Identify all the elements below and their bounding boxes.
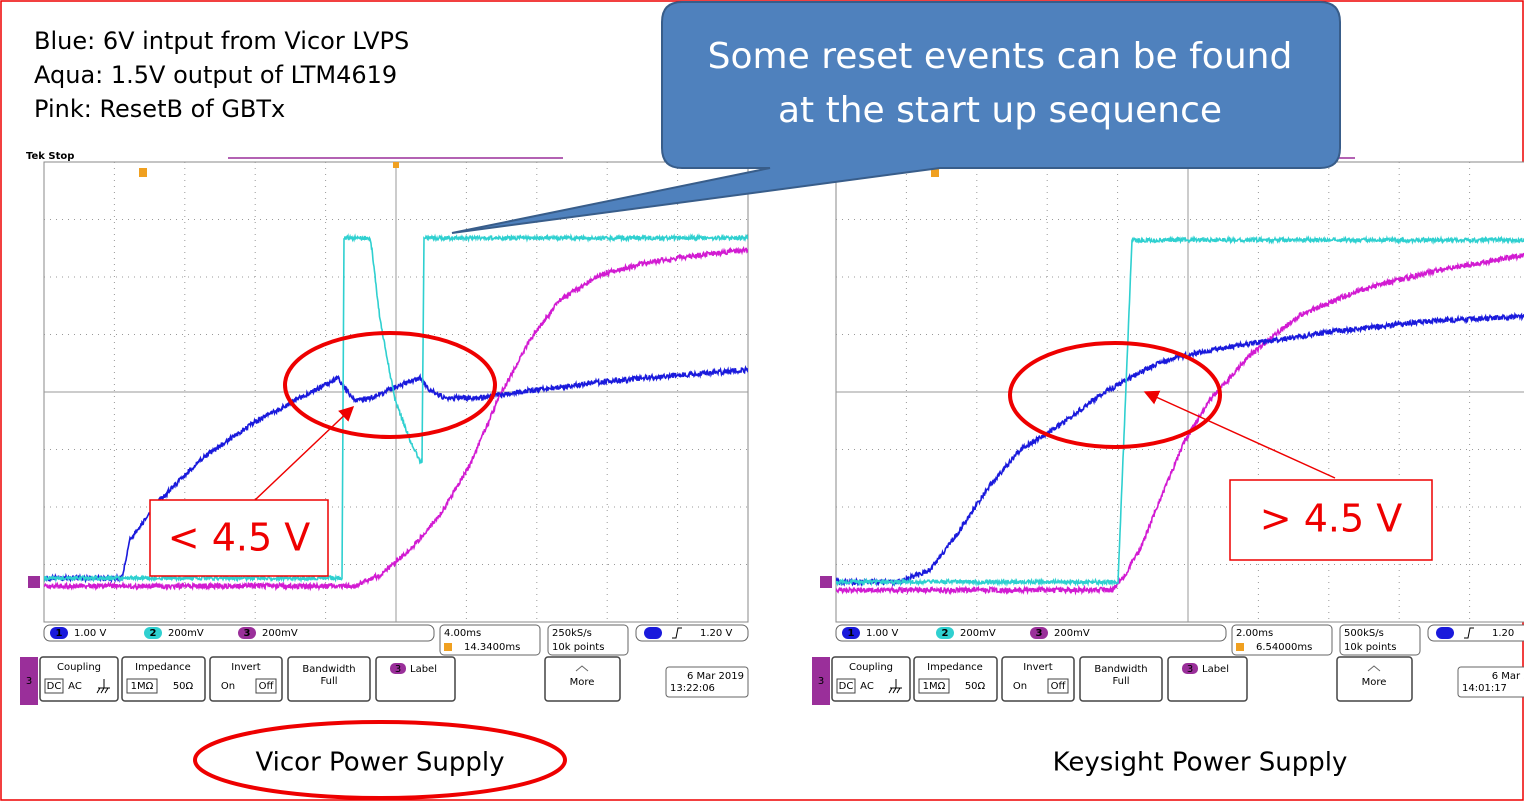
channel-number: 3 — [395, 664, 401, 675]
channel-badge — [644, 627, 662, 639]
channel-scale: 200mV — [1054, 628, 1090, 639]
record-length: 10k points — [552, 642, 604, 653]
menu-title: Invert — [231, 662, 260, 673]
menu-tab-number: 3 — [818, 676, 824, 687]
channel-number: 2 — [150, 628, 157, 639]
channel-number: 1 — [56, 628, 63, 639]
menu-title: Impedance — [135, 662, 191, 673]
channel-scale: 200mV — [262, 628, 298, 639]
delay-icon — [444, 643, 452, 651]
trigger-level: 1.20 V — [700, 628, 732, 639]
menu-option: AC — [68, 681, 82, 692]
menu-title: Bandwidth — [1094, 664, 1147, 675]
menu-option: Full — [320, 676, 337, 687]
menu-title: Label — [410, 664, 437, 675]
status: Tek Stop — [26, 151, 74, 162]
menu-option: DC — [839, 681, 854, 692]
delay-icon — [1236, 643, 1244, 651]
oscilloscope: Tek Stop 1 1.00 V 2 200mV 3 200mV 4.00ms 14.3400… — [20, 151, 748, 705]
menu-option: AC — [860, 681, 874, 692]
channel-number: 3 — [1036, 628, 1043, 639]
channel-scale: 1.00 V — [866, 628, 898, 639]
channel-scale: 1.00 V — [74, 628, 106, 639]
date: 6 Mar 20 — [1492, 671, 1524, 682]
menu-title: More — [570, 677, 595, 688]
delay: 14.3400ms — [464, 642, 520, 653]
channel-number: 3 — [1187, 664, 1193, 675]
menu-tab-number: 3 — [26, 676, 32, 687]
callout-text: Some reset events can be found — [708, 36, 1293, 77]
caption: Keysight Power Supply — [1053, 748, 1348, 778]
menu-title: More — [1362, 677, 1387, 688]
trigger-marker — [139, 168, 147, 177]
menu-option: Full — [1112, 676, 1129, 687]
trigger-level: 1.20 — [1492, 628, 1514, 639]
legend-line: Pink: ResetB of GBTx — [34, 95, 285, 123]
menu-title: Impedance — [927, 662, 983, 673]
channel-number: 1 — [848, 628, 855, 639]
caption: Vicor Power Supply — [255, 748, 504, 778]
channel-badge — [1436, 627, 1454, 639]
menu-option: Off — [1051, 681, 1067, 692]
delay: 6.54000ms — [1256, 642, 1312, 653]
channel-scale: 200mV — [960, 628, 996, 639]
time: 14:01:17 — [1462, 683, 1507, 694]
ground-marker — [820, 576, 832, 588]
menu-option: 50Ω — [965, 681, 986, 692]
legend-line: Blue: 6V intput from Vicor LVPS — [34, 27, 409, 55]
slide: Tek Stop 1 1.00 V 2 200mV 3 200mV 4.00ms 14.3400… — [0, 0, 1524, 801]
sample-rate: 250kS/s — [552, 628, 592, 639]
timebase: 2.00ms — [1236, 628, 1273, 639]
channel-number: 2 — [942, 628, 949, 639]
menu-title: Invert — [1023, 662, 1052, 673]
menu-option: On — [1013, 681, 1027, 692]
legend-line: Aqua: 1.5V output of LTM4619 — [34, 61, 397, 89]
channel-scale: 200mV — [168, 628, 204, 639]
scopes: Tek Stop 1 1.00 V 2 200mV 3 200mV 4.00ms 14.3400… — [20, 151, 1524, 705]
menu-option: Off — [259, 681, 275, 692]
annotation: > 4.5 V — [1260, 497, 1402, 541]
menu-title: Coupling — [57, 662, 101, 673]
date: 6 Mar 2019 — [687, 671, 744, 682]
menu-option: On — [221, 681, 235, 692]
position-marker — [393, 162, 399, 168]
channel-number: 3 — [244, 628, 251, 639]
annotation: < 4.5 V — [168, 516, 310, 560]
oscilloscope: 1 1.00 V 2 200mV 3 200mV 2.00ms 6.54000ms 500kS/… — [812, 158, 1524, 705]
time: 13:22:06 — [670, 683, 715, 694]
callout-text: at the start up sequence — [778, 90, 1222, 131]
menu-option: DC — [47, 681, 62, 692]
menu-option: 50Ω — [173, 681, 194, 692]
record-length: 10k points — [1344, 642, 1396, 653]
menu-title: Bandwidth — [302, 664, 355, 675]
timebase: 4.00ms — [444, 628, 481, 639]
menu-option: 1MΩ — [131, 681, 154, 692]
ground-marker — [28, 576, 40, 588]
menu-title: Label — [1202, 664, 1229, 675]
sample-rate: 500kS/s — [1344, 628, 1384, 639]
menu-title: Coupling — [849, 662, 893, 673]
menu-option: 1MΩ — [923, 681, 946, 692]
